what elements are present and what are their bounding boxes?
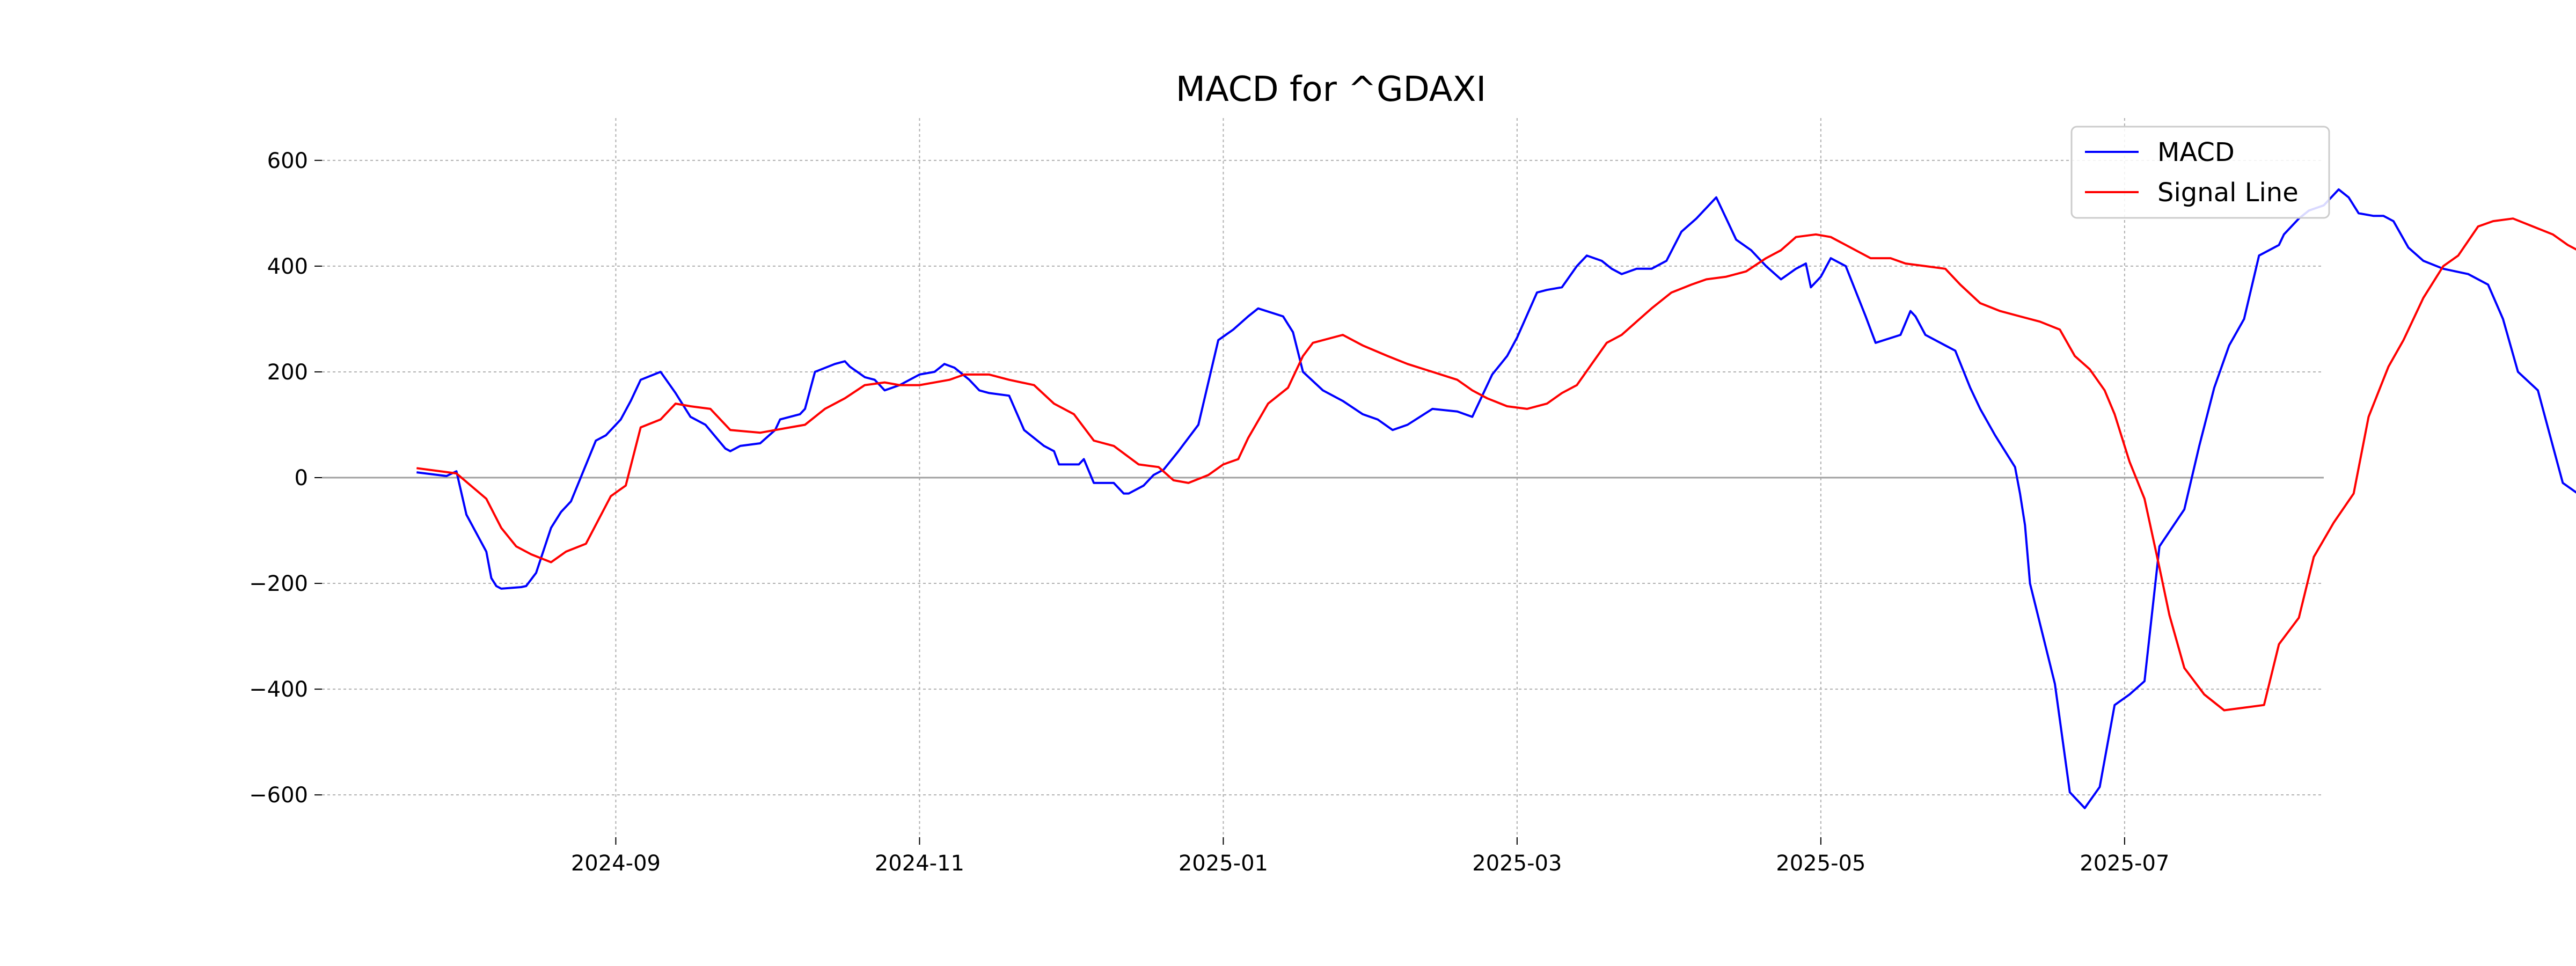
y-tick-label: 600 xyxy=(267,149,308,173)
x-tick-label: 2025-05 xyxy=(1776,851,1865,876)
y-axis: 600 400 200 0 −200 −400 −600 xyxy=(249,149,322,808)
legend-box xyxy=(2070,126,2330,219)
y-tick-label: 400 xyxy=(267,254,308,279)
x-tick-label: 2025-03 xyxy=(1472,851,1562,876)
x-axis: 2024-09 2024-11 2025-01 2025-03 2025-05 2025-… xyxy=(571,837,2169,876)
legend: MACD Signal Line xyxy=(2070,126,2330,219)
series-line-signal-line xyxy=(416,217,2576,712)
y-tick-label: −200 xyxy=(249,572,308,596)
x-tick-label: 2024-11 xyxy=(875,851,964,876)
y-tick-label: −600 xyxy=(249,783,308,808)
legend-label-signal-line: Signal Line xyxy=(2157,178,2299,208)
x-tick-label: 2024-09 xyxy=(571,851,661,876)
x-tick-label: 2025-01 xyxy=(1179,851,1268,876)
y-tick-label: −400 xyxy=(249,677,308,702)
series-layer xyxy=(416,188,2576,809)
legend-label-macd: MACD xyxy=(2157,137,2235,167)
x-tick-label: 2025-07 xyxy=(2080,851,2169,876)
series-line-macd xyxy=(416,188,2576,809)
y-tick-label: 200 xyxy=(267,360,308,385)
y-tick-label: 0 xyxy=(295,466,308,491)
chart-title: MACD for ^GDAXI xyxy=(1176,70,1486,109)
